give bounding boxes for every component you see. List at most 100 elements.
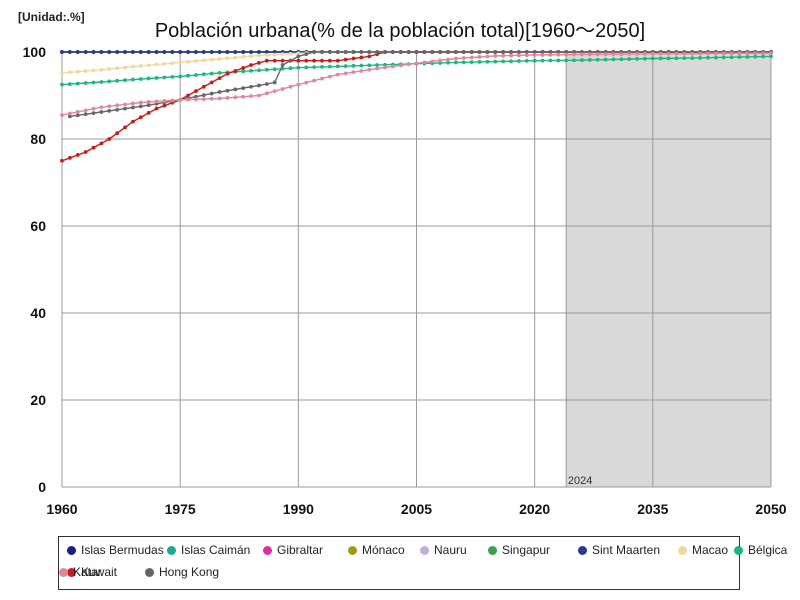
series-point [540,58,545,63]
series-point [320,64,324,69]
series-point [154,62,159,67]
series-point [209,71,214,76]
x-tick-label: 1990 [283,501,314,517]
series-point [146,100,151,104]
unit-label: [Unidad:.%] [18,10,85,24]
series-point [201,97,206,101]
legend-marker [145,567,154,577]
series-point [343,64,348,68]
series-point [517,53,521,58]
series-point [477,55,482,59]
series-point [729,51,734,56]
series-point [650,56,655,61]
x-tick-label: 2020 [519,501,550,517]
series-point [304,80,309,85]
series-point [414,50,419,54]
legend-item: Bélgica [734,543,787,557]
series-point [154,76,159,80]
series-point [682,56,687,61]
series-point [91,50,96,54]
series-point [713,55,718,60]
series-point [75,50,80,54]
series-point [233,87,238,92]
series-point [753,54,758,59]
series-point [249,63,253,67]
series-point [595,52,600,57]
legend: Islas Bermudas Islas Caimán Gibraltar Mónac… [58,536,787,590]
series-point [83,81,88,85]
series-point [635,56,639,61]
series-point [398,50,403,54]
series-point [99,141,104,146]
series-point [658,56,663,61]
x-tick-label: 2005 [401,501,432,517]
series-point [304,52,309,57]
forecast-shade [566,52,771,487]
series-point [67,50,72,54]
series-point [83,108,88,113]
series-point [312,78,316,83]
series-point [390,64,395,69]
series-point [67,155,72,160]
series-point [288,51,293,56]
series-point [619,52,624,56]
series-point [335,58,340,63]
series-point [713,51,718,56]
y-tick-label: 0 [38,479,46,495]
series-point [123,78,127,83]
series-point [75,153,80,157]
series-point [123,50,127,54]
series-point [178,97,183,102]
y-tick-label: 80 [30,131,46,147]
series-point [91,80,96,85]
series-point [548,52,553,57]
series-point [241,66,246,70]
series-point [453,50,458,54]
series-point [194,89,198,94]
series-point [485,50,490,54]
series-point [217,90,222,94]
series-point [194,97,198,102]
legend-label: Hong Kong [159,565,220,579]
series-point [753,51,758,56]
series-point [272,52,277,57]
series-point [367,50,372,54]
series-point [107,108,112,113]
series-point [146,111,151,115]
series-point [99,105,104,110]
series-point [178,60,183,65]
series-point [580,58,584,62]
series-point [186,59,190,64]
series-point [257,53,261,58]
series-point [383,62,387,67]
series-point [225,56,230,61]
series-point [430,50,435,54]
series-point [611,57,616,62]
axis-ticks: 0 20 40 60 80 100 1960 1975 1990 2005 2020 2035 2050 [23,44,787,517]
series-point [217,57,222,61]
series-point [67,114,72,119]
series-point [264,50,269,54]
series-point [170,61,175,66]
series-point [75,81,80,86]
legend-label: Nauru [434,543,467,557]
series-point [201,50,206,54]
series-point [745,54,750,59]
series-point [257,50,261,54]
series-point [99,67,104,72]
series-point [706,51,710,56]
series-point [572,50,576,54]
series-point [154,50,159,54]
series-point [99,50,104,54]
legend-item: Islas Caimán [167,543,250,557]
series-point [769,54,773,59]
series-point [257,68,261,73]
series-point [233,68,238,73]
series-point [383,50,387,54]
series-point [296,54,301,59]
series-point [406,50,411,54]
legend-item: Macao [678,543,728,557]
series-point [611,52,616,57]
series-point [209,96,214,101]
